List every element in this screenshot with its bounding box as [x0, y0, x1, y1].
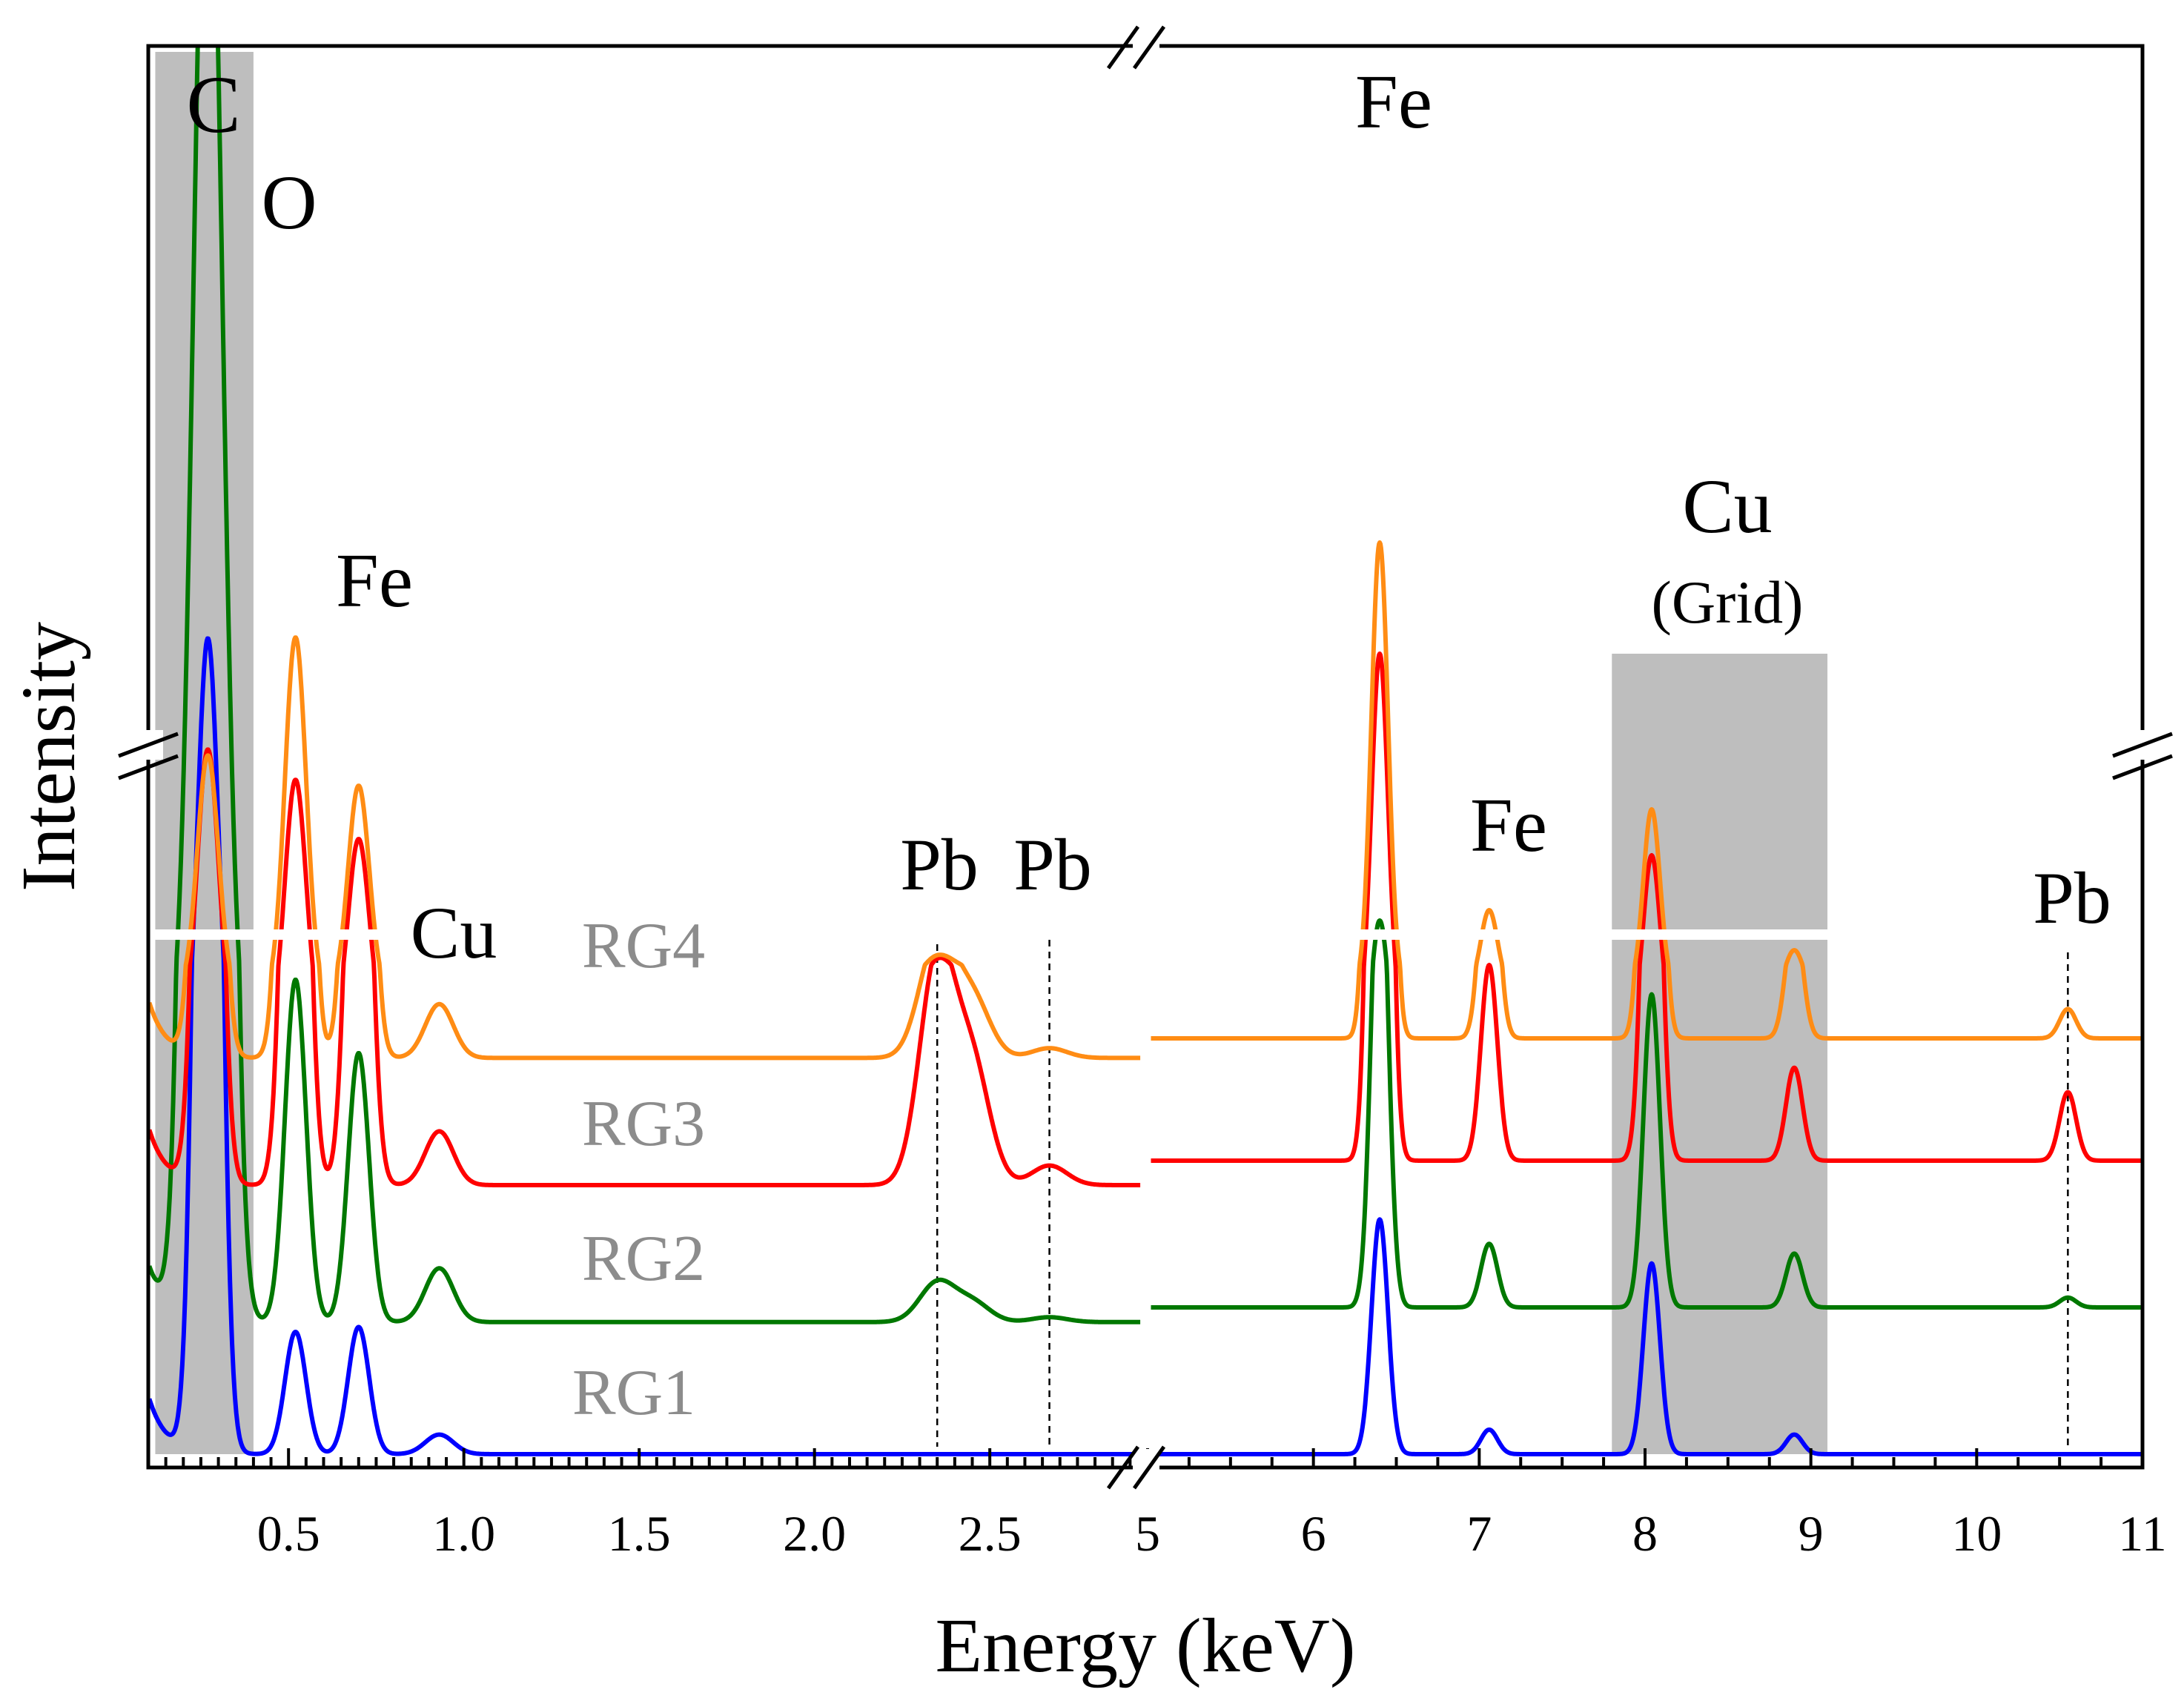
- x-tick-label: 0.5: [257, 1505, 320, 1562]
- y-axis-label: Intensity: [6, 622, 91, 892]
- x-tick-label: 5: [1135, 1505, 1160, 1562]
- plot-frame: [146, 44, 2145, 1470]
- sample-label-rg4: RG4: [582, 910, 705, 982]
- sample-label-rg1: RG1: [572, 1357, 695, 1429]
- peak-label-pb: Pb: [1013, 823, 1092, 906]
- x-tick-label: 7: [1466, 1505, 1492, 1562]
- sample-label-rg3: RG3: [582, 1088, 705, 1160]
- spectrum-line-rg3: [148, 747, 1142, 1187]
- x-tick-label: 8: [1632, 1505, 1658, 1562]
- peak-label-cu: Cu: [411, 892, 497, 974]
- peak-label-fe: Fe: [336, 538, 413, 623]
- peak-label-fe: Fe: [1355, 59, 1432, 145]
- peak-label-grid: (Grid): [1652, 568, 1804, 636]
- pb-dashed-markers: [936, 932, 2069, 1447]
- spectrum-line-rg2: [1149, 918, 2142, 1310]
- x-tick-label: 2.5: [959, 1505, 1022, 1562]
- x-axis-label: Energy (keV): [936, 1603, 1356, 1688]
- x-tick-label: 2.0: [783, 1505, 846, 1562]
- spectrum-line-rg4: [1149, 540, 2142, 1041]
- spectrum-line-rg1: [148, 636, 1142, 1456]
- spectrum-line-rg3: [1149, 651, 2142, 1163]
- x-tick-label: 9: [1799, 1505, 1824, 1562]
- peak-label-pb: Pb: [2033, 857, 2111, 939]
- x-tick-label: 1.0: [432, 1505, 495, 1562]
- peak-label-c: C: [186, 59, 240, 150]
- sample-label-rg2: RG2: [582, 1223, 705, 1295]
- x-tick-label: 11: [2118, 1505, 2166, 1562]
- axis-break-marks: [118, 25, 2173, 1490]
- x-tick-label: 6: [1301, 1505, 1326, 1562]
- x-tick-label: 10: [1951, 1505, 2002, 1562]
- y-break-gap: [148, 929, 2142, 940]
- peak-label-fe: Fe: [1470, 783, 1547, 868]
- x-tick-label: 1.5: [608, 1505, 671, 1562]
- x-tick-labels: 0.5 1.0 1.5 2.0 2.5 5 6 7 8 9 10 11: [257, 1505, 2167, 1562]
- peak-label-cu-grid: Cu: [1682, 464, 1772, 549]
- spectrum-line-rg2: [148, 46, 1142, 1324]
- spectrum-line-rg4: [148, 635, 1142, 1061]
- peak-label-o: O: [261, 160, 317, 245]
- peak-label-pb: Pb: [900, 823, 979, 906]
